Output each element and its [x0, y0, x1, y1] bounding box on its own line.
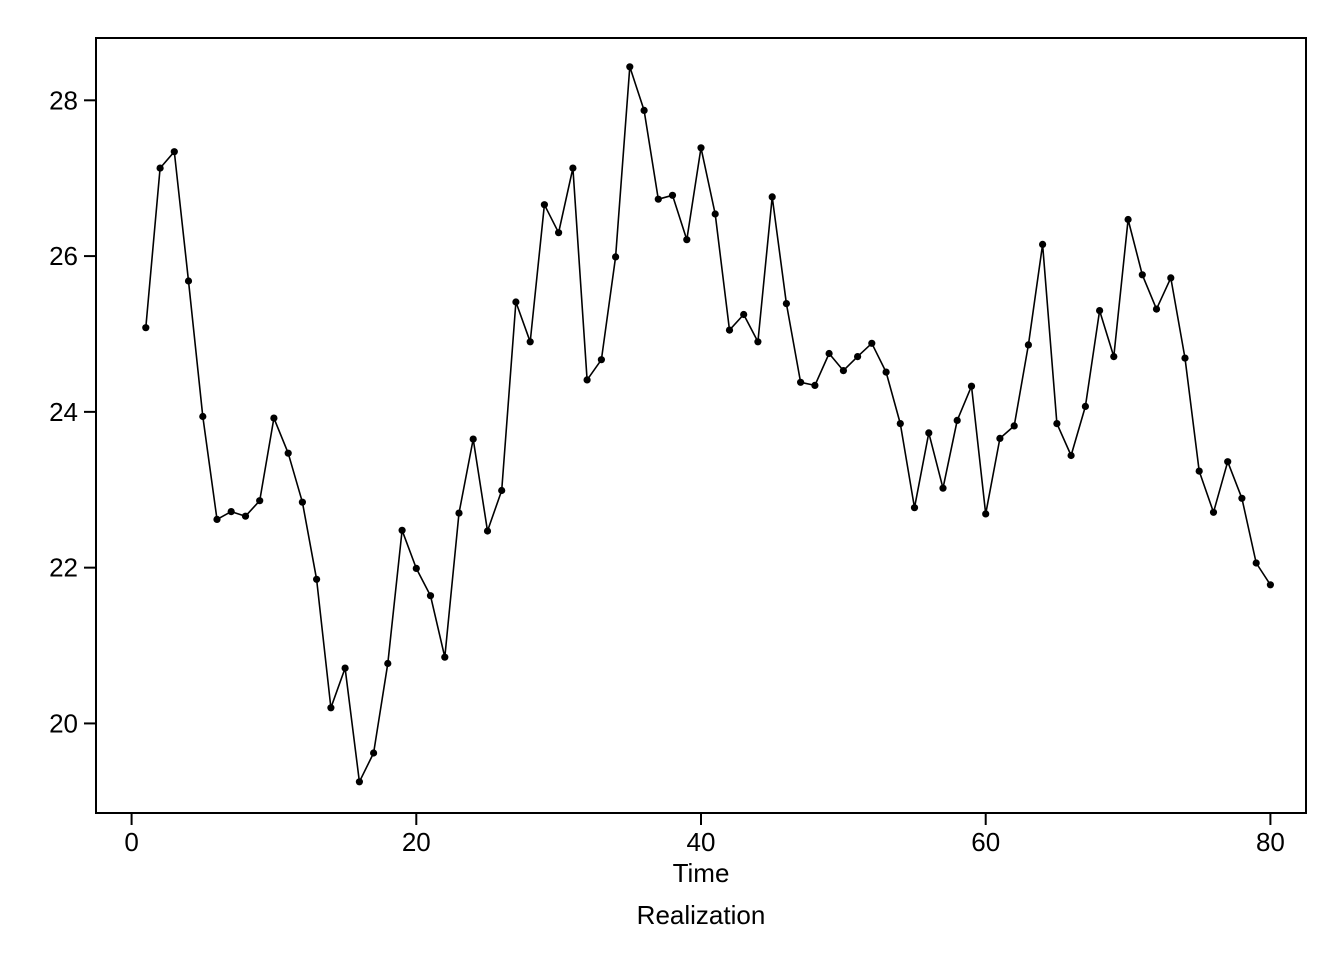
data-point: [626, 63, 634, 71]
series-layer: [142, 63, 1274, 786]
data-point: [982, 510, 990, 518]
data-point: [156, 164, 164, 172]
data-point: [896, 420, 904, 428]
data-point: [327, 704, 335, 712]
data-point: [1110, 353, 1118, 361]
data-point: [298, 498, 306, 506]
data-point: [540, 201, 549, 209]
data-point: [868, 339, 876, 347]
x-tick-label: 20: [402, 827, 431, 857]
data-point: [355, 778, 363, 786]
data-point: [270, 414, 278, 422]
data-point: [441, 653, 449, 661]
data-point: [1266, 581, 1274, 589]
data-point: [910, 504, 919, 512]
data-point: [512, 298, 520, 306]
y-tick-label: 26: [49, 241, 78, 271]
series-line: [145, 66, 1272, 783]
data-point: [725, 326, 734, 334]
data-point: [1209, 508, 1218, 516]
data-point: [1181, 354, 1189, 362]
data-point: [1195, 467, 1203, 475]
x-tick-label: 0: [124, 827, 138, 857]
y-axis: 20 22 24 26 28: [49, 85, 96, 738]
data-point: [1138, 271, 1146, 279]
data-point: [1024, 341, 1032, 349]
data-point: [925, 429, 933, 437]
data-point: [341, 664, 349, 672]
data-point: [526, 338, 534, 346]
data-point: [370, 749, 378, 757]
data-point: [256, 497, 264, 505]
data-point: [1252, 559, 1260, 567]
data-point: [839, 367, 848, 375]
data-point: [768, 193, 776, 201]
data-point: [284, 449, 292, 457]
chart-caption: Realization: [637, 900, 766, 930]
data-point: [811, 381, 819, 389]
data-point: [797, 378, 805, 386]
data-point: [825, 349, 833, 358]
data-point: [1152, 305, 1161, 313]
data-point: [227, 508, 235, 516]
data-point: [1067, 451, 1075, 460]
data-point: [455, 509, 463, 517]
data-point: [498, 486, 506, 495]
data-point: [1167, 274, 1175, 282]
data-point: [939, 484, 947, 492]
data-point: [469, 435, 477, 443]
data-point: [555, 229, 563, 237]
data-point: [184, 277, 193, 285]
y-tick-label: 22: [49, 553, 78, 583]
data-point: [1096, 307, 1104, 315]
data-point: [711, 210, 719, 218]
x-axis: 0 20 40 60 80: [124, 813, 1285, 857]
data-point: [1238, 494, 1246, 502]
data-point: [583, 376, 591, 384]
data-point: [668, 191, 677, 199]
x-tick-label: 40: [687, 827, 716, 857]
data-point: [1081, 402, 1089, 410]
data-point: [483, 527, 492, 535]
data-point: [1039, 240, 1047, 248]
data-point: [1124, 215, 1132, 224]
y-tick-label: 28: [49, 85, 78, 115]
x-tick-label: 60: [971, 827, 1000, 857]
data-point: [740, 310, 748, 319]
data-point: [569, 164, 577, 172]
data-point: [170, 148, 178, 156]
data-point: [426, 592, 435, 600]
data-point: [683, 236, 691, 244]
data-point: [782, 300, 791, 308]
data-point: [241, 512, 250, 520]
data-point: [854, 353, 862, 361]
data-point: [654, 195, 662, 203]
data-point: [597, 356, 606, 364]
data-point: [412, 564, 420, 573]
data-point: [640, 106, 648, 114]
data-point: [967, 382, 976, 390]
data-point: [384, 659, 392, 668]
data-point: [1224, 458, 1232, 466]
data-point: [1053, 420, 1061, 428]
data-point: [1010, 422, 1018, 430]
data-point: [199, 412, 207, 421]
data-point: [213, 515, 221, 524]
data-point: [754, 338, 762, 346]
x-tick-label: 80: [1256, 827, 1285, 857]
data-point: [953, 416, 961, 424]
y-tick-label: 24: [49, 397, 78, 427]
data-point: [612, 253, 620, 261]
y-tick-label: 20: [49, 708, 78, 738]
data-point: [882, 368, 890, 376]
data-point: [142, 324, 150, 332]
data-point: [996, 434, 1004, 442]
data-point: [697, 144, 705, 152]
x-axis-title: Time: [673, 858, 730, 888]
data-point: [398, 526, 406, 534]
data-point: [313, 575, 321, 583]
